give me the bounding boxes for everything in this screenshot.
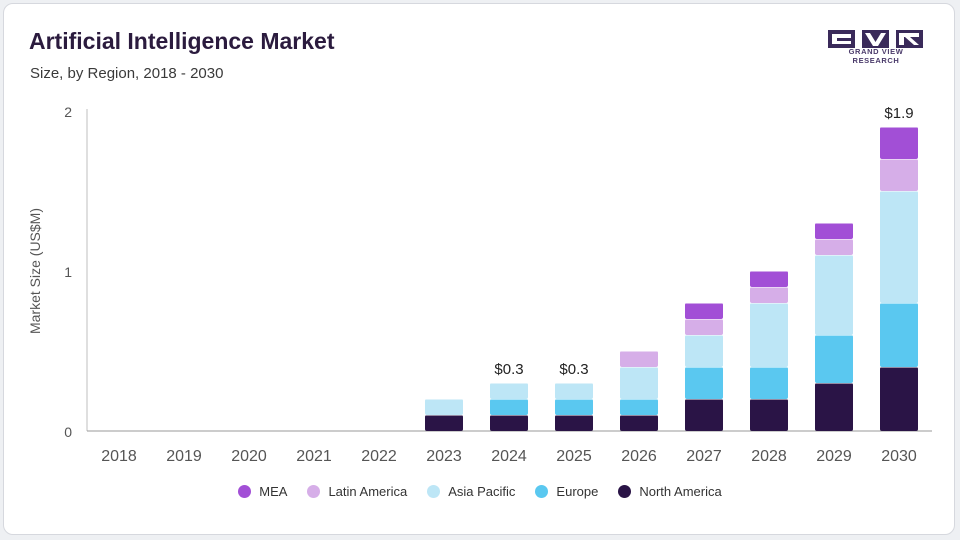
x-tick-label: 2018 xyxy=(101,448,137,465)
legend-label: Asia Pacific xyxy=(448,484,516,499)
bar-segment xyxy=(685,367,723,399)
bar-segment xyxy=(555,415,593,431)
x-tick-label: 2020 xyxy=(231,448,267,465)
bar-segment xyxy=(685,335,723,367)
bar-segment xyxy=(620,367,658,399)
bar-segment xyxy=(880,191,918,303)
bar-segment xyxy=(620,351,658,367)
bar-segment xyxy=(815,335,853,383)
bar-segment xyxy=(685,303,723,319)
legend-swatch xyxy=(618,485,632,498)
legend-swatch xyxy=(307,485,321,498)
bar-segment xyxy=(880,127,918,159)
chart-legend: MEA Latin America Asia Pacific Europe North … xyxy=(0,484,960,499)
x-tick-label: 2022 xyxy=(361,448,397,465)
legend-label: Latin America xyxy=(328,484,408,499)
x-tick-label: 2030 xyxy=(881,448,917,465)
x-tick-label: 2028 xyxy=(751,448,787,465)
data-label: $0.3 xyxy=(559,361,588,378)
y-axis-label: Market Size (US$M) xyxy=(27,208,43,334)
bar-segment xyxy=(750,367,788,399)
y-tick-label: 0 xyxy=(64,424,72,440)
x-tick-label: 2019 xyxy=(166,448,202,465)
x-tick-label: 2027 xyxy=(686,448,722,465)
legend-label: Europe xyxy=(556,484,599,499)
bar-segment xyxy=(880,159,918,191)
bar-segment xyxy=(750,271,788,287)
data-label: $1.9 xyxy=(884,105,913,122)
legend-swatch xyxy=(238,485,252,498)
chart-title: Artificial Intelligence Market xyxy=(29,28,335,54)
legend-item: North America xyxy=(618,484,722,499)
bar-segment xyxy=(815,223,853,239)
data-label: $0.3 xyxy=(494,361,523,378)
bar-segment xyxy=(490,415,528,431)
x-tick-label: 2025 xyxy=(556,448,592,465)
legend-label: North America xyxy=(639,484,722,499)
x-tick-label: 2024 xyxy=(491,448,527,465)
bar-segment xyxy=(815,383,853,431)
bar-segment xyxy=(815,255,853,335)
bar-segment xyxy=(490,399,528,415)
bar-segment xyxy=(750,303,788,367)
bar-segment xyxy=(880,367,918,431)
x-tick-label: 2023 xyxy=(426,448,462,465)
legend-label: MEA xyxy=(259,484,288,499)
y-tick-label: 2 xyxy=(64,104,72,120)
bar-segment xyxy=(815,239,853,255)
legend-swatch xyxy=(535,485,549,498)
x-tick-label: 2026 xyxy=(621,448,657,465)
grand-view-research-logo xyxy=(828,30,923,48)
bar-segment xyxy=(490,383,528,399)
y-tick-label: 1 xyxy=(64,264,72,280)
logo-text: GRAND VIEW RESEARCH xyxy=(848,47,904,65)
bar-segment xyxy=(555,399,593,415)
bar-segment xyxy=(880,303,918,367)
x-tick-label: 2021 xyxy=(296,448,332,465)
bar-segment xyxy=(750,287,788,303)
x-tick-label: 2029 xyxy=(816,448,852,465)
bar-segment xyxy=(750,399,788,431)
legend-swatch xyxy=(427,485,441,498)
legend-item: Latin America xyxy=(307,484,407,499)
bar-segment xyxy=(555,383,593,399)
bar-segment xyxy=(620,415,658,431)
bar-segment xyxy=(685,399,723,431)
bar-segment xyxy=(685,319,723,335)
chart-card: Artificial Intelligence Market Size, by … xyxy=(3,3,955,535)
bar-segment xyxy=(620,399,658,415)
bar-segment xyxy=(425,415,463,431)
legend-item: MEA xyxy=(238,484,287,499)
legend-item: Asia Pacific xyxy=(427,484,515,499)
chart-subtitle: Size, by Region, 2018 - 2030 xyxy=(30,65,224,82)
legend-item: Europe xyxy=(535,484,598,499)
bar-segment xyxy=(425,399,463,415)
